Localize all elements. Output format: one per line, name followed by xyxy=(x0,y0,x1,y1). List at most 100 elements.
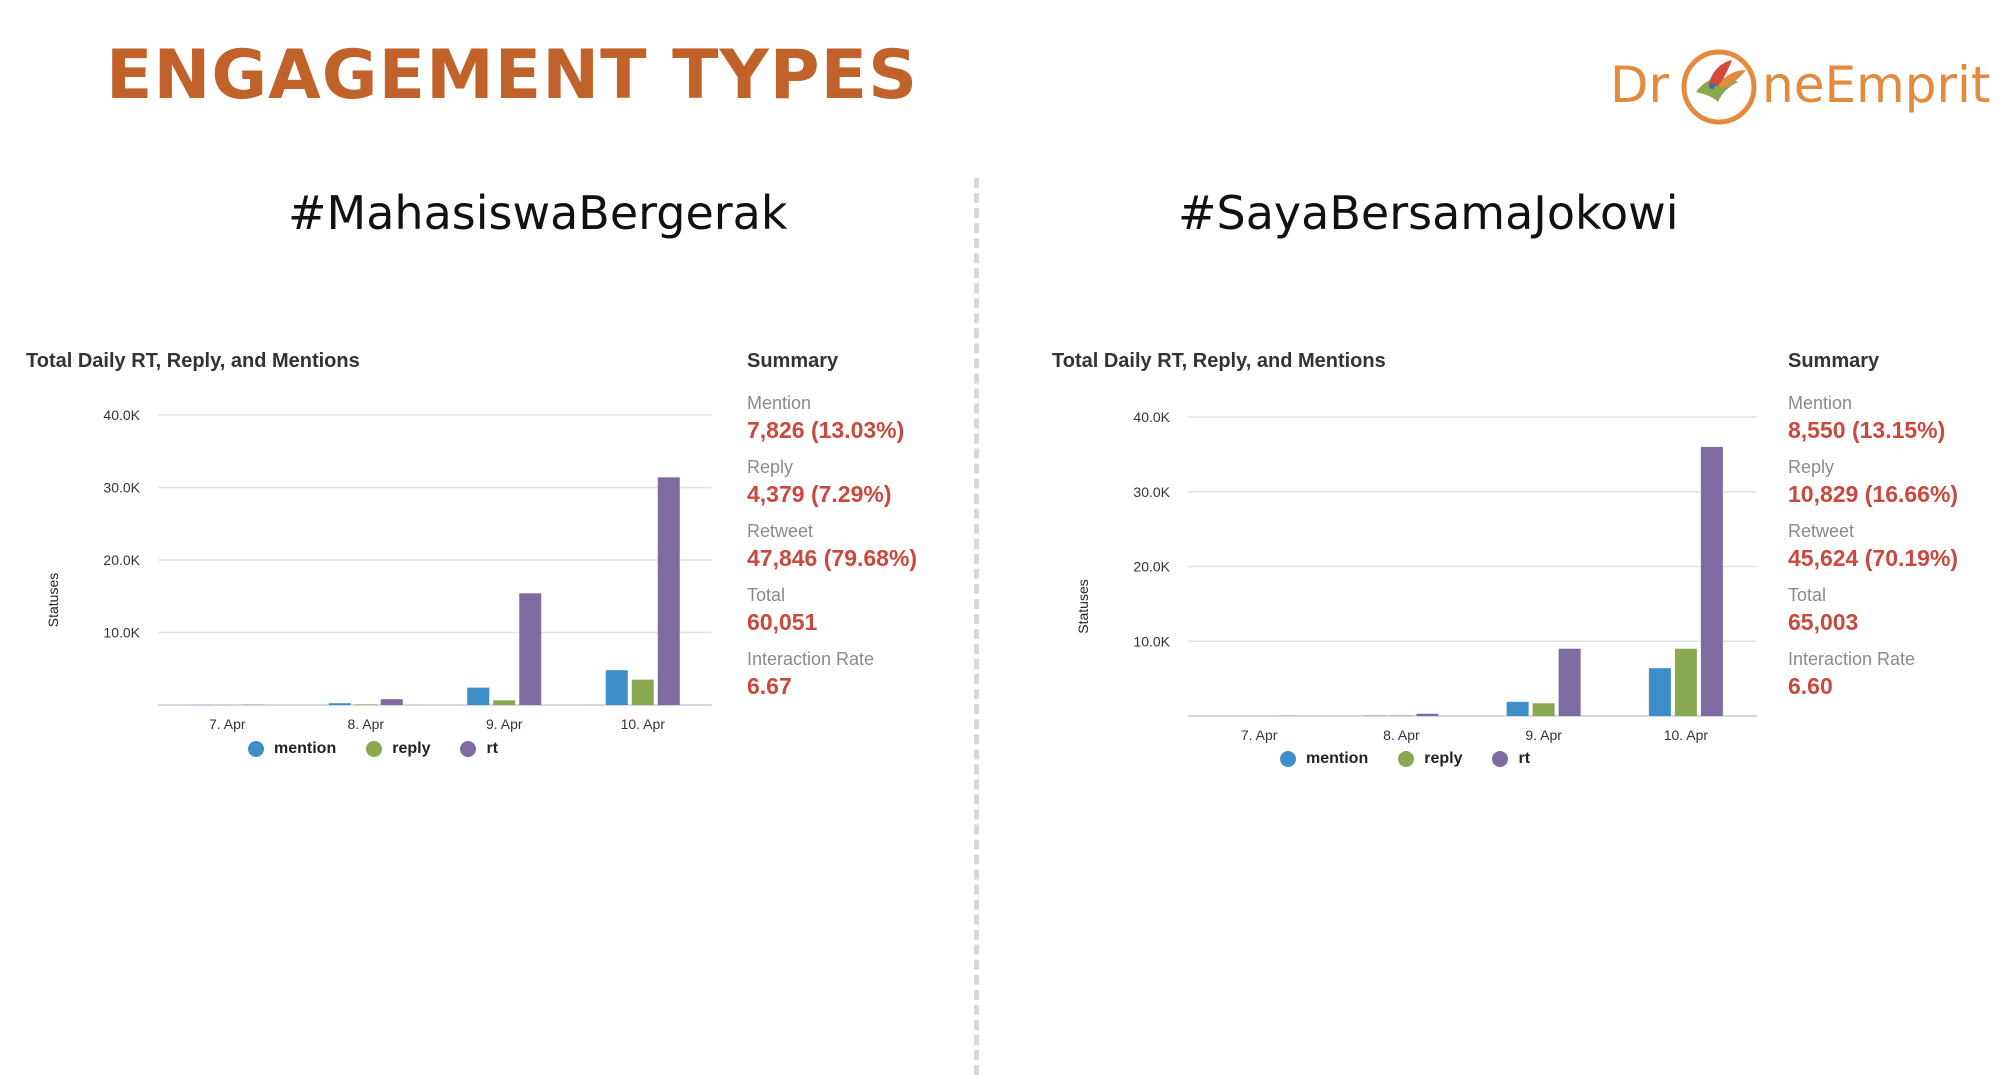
legend-item-mention[interactable]: mention xyxy=(1280,750,1368,768)
summary-label: Retweet xyxy=(1788,521,1855,541)
page-title: ENGAGEMENT TYPES xyxy=(106,36,919,115)
summary-title: Summary xyxy=(747,350,839,372)
bar-rt xyxy=(1700,446,1723,716)
summary-value: 10,829 (16.66%) xyxy=(1788,481,1959,507)
legend-label-rt: rt xyxy=(486,740,499,757)
legend-label-rt: rt xyxy=(1518,750,1531,767)
x-tick-label: 9. Apr xyxy=(486,716,523,732)
summary-label: Total xyxy=(1788,585,1827,605)
summary-label: Mention xyxy=(1788,393,1853,413)
y-tick-label: 10.0K xyxy=(103,625,140,641)
chart-title: Total Daily RT, Reply, and Mentions xyxy=(26,350,360,372)
summary-item-total: Total 65,003 xyxy=(1788,584,2000,639)
y-tick-label: 40.0K xyxy=(1133,409,1170,425)
bar-chart: 10.0K 20.0K 30.0K 40.0K Statuses 7. Apr 8. Apr… xyxy=(1075,409,1757,743)
y-tick-label: 30.0K xyxy=(1133,484,1170,500)
legend-dot-rt xyxy=(1492,751,1509,767)
legend-label-mention: mention xyxy=(274,740,337,757)
x-tick-label: 9. Apr xyxy=(1525,727,1562,743)
bar-reply xyxy=(1532,703,1555,716)
summary-item-retweet: Retweet 45,624 (70.19%) xyxy=(1788,520,2000,575)
logo-text-left: Dr xyxy=(1610,56,1670,114)
chart-legend: mention reply rt xyxy=(248,740,498,758)
legend-dot-reply xyxy=(1398,751,1415,767)
summary-item-total: Total 60,051 xyxy=(747,584,977,639)
legend-item-reply[interactable]: reply xyxy=(366,740,430,758)
summary-value: 65,003 xyxy=(1788,609,1859,635)
legend-item-rt[interactable]: rt xyxy=(1492,750,1530,768)
legend-label-mention: mention xyxy=(1306,750,1369,767)
summary-value: 6.60 xyxy=(1788,673,1833,699)
bar-reply xyxy=(1674,648,1697,716)
bar-rt xyxy=(657,477,680,705)
chart-legend: mention reply rt xyxy=(1280,750,1530,768)
summary-value: 47,846 (79.68%) xyxy=(747,545,918,571)
legend-label-reply: reply xyxy=(392,740,431,757)
bar-rt xyxy=(519,593,542,705)
legend-dot-reply xyxy=(366,741,383,757)
summary-label: Reply xyxy=(1788,457,1835,477)
hashtag-title: #MahasiswaBergerak xyxy=(288,186,788,240)
bar-rt xyxy=(1416,713,1439,716)
bar-mention xyxy=(467,687,490,705)
x-tick-label: 10. Apr xyxy=(621,716,666,732)
logo: Dr neEmprit xyxy=(1610,40,1991,140)
bar-chart: 10.0K 20.0K 30.0K 40.0K Statuses 7. Apr 8. Apr… xyxy=(45,407,712,732)
summary-label: Retweet xyxy=(747,521,814,541)
summary-panel: Summary Mention 8,550 (13.15%) Reply 10,… xyxy=(1788,350,2000,712)
summary-label: Total xyxy=(747,585,786,605)
summary-item-reply: Reply 4,379 (7.29%) xyxy=(747,456,977,511)
y-tick-label: 30.0K xyxy=(103,480,140,496)
y-axis-label: Statuses xyxy=(1075,579,1091,633)
legend-item-mention[interactable]: mention xyxy=(248,740,336,758)
x-tick-label: 8. Apr xyxy=(347,716,384,732)
summary-item-retweet: Retweet 47,846 (79.68%) xyxy=(747,520,977,575)
summary-item-reply: Reply 10,829 (16.66%) xyxy=(1788,456,2000,511)
bar-reply xyxy=(631,679,654,705)
legend-item-reply[interactable]: reply xyxy=(1398,750,1462,768)
summary-value: 7,826 (13.03%) xyxy=(747,417,905,443)
bar-reply xyxy=(354,704,377,705)
summary-panel: Summary Mention 7,826 (13.03%) Reply 4,3… xyxy=(747,350,977,712)
legend-dot-mention xyxy=(1280,751,1296,767)
chart-title: Total Daily RT, Reply, and Mentions xyxy=(1052,350,1386,372)
hashtag-title: #SayaBersamaJokowi xyxy=(1178,186,1679,240)
y-axis-label: Statuses xyxy=(45,573,61,627)
bar-rt xyxy=(380,699,403,705)
bar-mention xyxy=(605,670,628,705)
x-tick-label: 7. Apr xyxy=(1241,727,1278,743)
summary-item-mention: Mention 8,550 (13.15%) xyxy=(1788,392,2000,447)
x-tick-label: 8. Apr xyxy=(1383,727,1420,743)
summary-value: 6.67 xyxy=(747,673,792,699)
bar-reply xyxy=(493,700,516,705)
y-tick-label: 10.0K xyxy=(1133,633,1170,649)
summary-value: 60,051 xyxy=(747,609,818,635)
legend-label-reply: reply xyxy=(1424,750,1463,767)
summary-label: Reply xyxy=(747,457,794,477)
bar-mention xyxy=(328,703,351,705)
panel-divider xyxy=(974,178,979,1075)
summary-label: Interaction Rate xyxy=(747,649,875,669)
y-tick-label: 20.0K xyxy=(103,552,140,568)
summary-value: 8,550 (13.15%) xyxy=(1788,417,1946,443)
logo-text-right: neEmprit xyxy=(1762,56,1991,114)
bar-mention xyxy=(1506,701,1529,716)
bird-in-circle-icon xyxy=(1681,49,1757,125)
summary-value: 4,379 (7.29%) xyxy=(747,481,892,507)
summary-label: Interaction Rate xyxy=(1788,649,1916,669)
summary-title: Summary xyxy=(1788,350,1880,372)
x-tick-label: 7. Apr xyxy=(209,716,246,732)
legend-item-rt[interactable]: rt xyxy=(460,740,498,758)
legend-dot-mention xyxy=(248,741,264,757)
summary-item-interaction-rate: Interaction Rate 6.67 xyxy=(747,648,977,703)
summary-value: 45,624 (70.19%) xyxy=(1788,545,1959,571)
y-tick-label: 40.0K xyxy=(103,407,140,423)
summary-label: Mention xyxy=(747,393,812,413)
x-tick-label: 10. Apr xyxy=(1664,727,1709,743)
y-tick-label: 20.0K xyxy=(1133,559,1170,575)
summary-item-mention: Mention 7,826 (13.03%) xyxy=(747,392,977,447)
summary-item-interaction-rate: Interaction Rate 6.60 xyxy=(1788,648,2000,703)
bar-rt xyxy=(1558,648,1581,716)
bar-mention xyxy=(1648,668,1671,716)
legend-dot-rt xyxy=(460,741,477,757)
